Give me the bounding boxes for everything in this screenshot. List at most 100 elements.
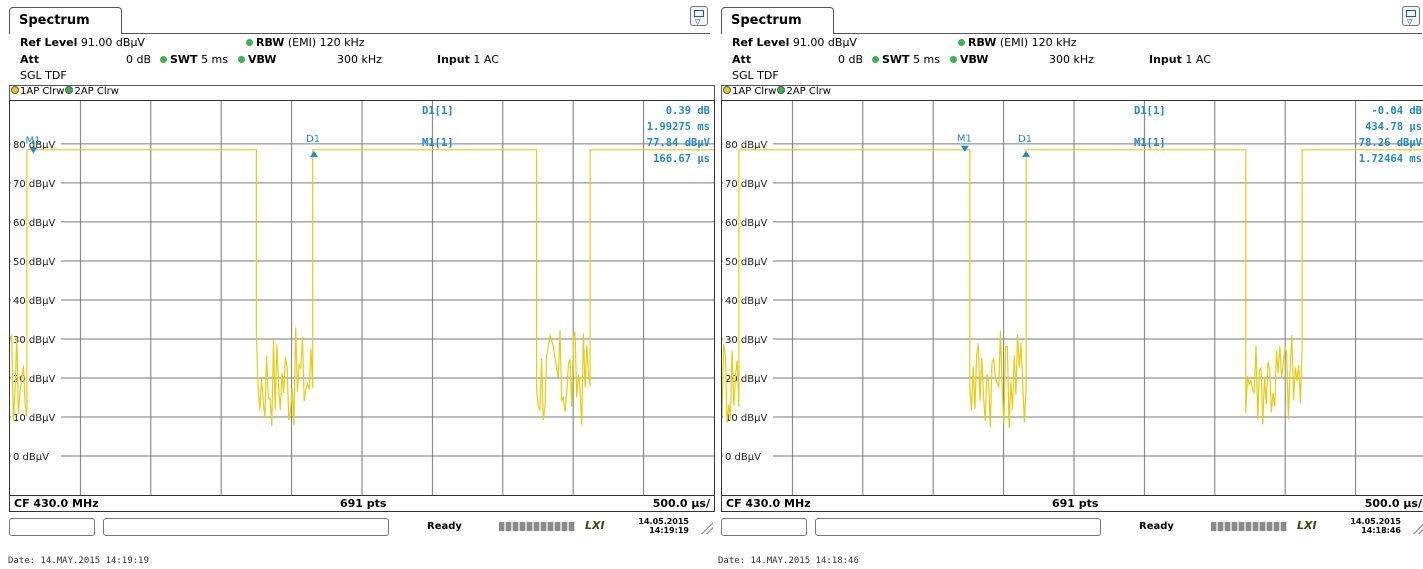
y-tick-label: 60 dBµV <box>13 218 55 229</box>
marker-d1-label: D1 <box>306 134 320 145</box>
marker-d1-icon <box>1022 150 1031 157</box>
status-bar: Ready LXI 14.05.2015 14:19:19 <box>9 516 715 538</box>
center-frequency: CF 430.0 MHz <box>14 497 99 510</box>
spectrum-panel-right: Spectrum ▽ Ref Level 91.00 dBµV RBW (EMI… <box>712 0 1423 569</box>
ready-status: Ready <box>1139 521 1174 532</box>
tab-spectrum[interactable]: Spectrum <box>721 7 834 34</box>
graph-footer: CF 430.0 MHz 691 pts 500.0 µs/ <box>721 496 1423 512</box>
sweep-mode: SGL TDF <box>20 69 67 82</box>
tick-label-bg <box>11 332 61 345</box>
display-config-icon[interactable]: ▽ <box>690 6 708 26</box>
tab-spectrum[interactable]: Spectrum <box>9 7 122 34</box>
tab-divider <box>721 33 1422 34</box>
status-field-1[interactable] <box>721 518 807 536</box>
tick-label-bg <box>723 410 773 423</box>
y-tick-label: 30 dBµV <box>725 335 767 346</box>
display-config-icon[interactable]: ▽ <box>1402 6 1420 26</box>
y-tick-label: 10 dBµV <box>725 413 767 424</box>
coupled-dot-icon <box>246 39 253 46</box>
print-datestamp: Date: 14.MAY.2015 14:18:46 <box>718 556 859 566</box>
time-per-division: 500.0 µs/ <box>652 497 710 510</box>
marker-m1-label: M1 <box>25 135 40 146</box>
marker-table-m1-name: M1[1] <box>422 137 454 149</box>
sweep-mode: SGL TDF <box>732 69 779 82</box>
marker-d1-icon <box>310 150 319 157</box>
tick-label-bg <box>11 449 61 462</box>
att-value: 0 dB <box>126 53 152 66</box>
marker-table-d1-value1: -0.04 dB <box>1371 105 1422 117</box>
trace2-label: 2AP Clrw <box>786 86 831 97</box>
trace1-label: 1AP Clrw <box>20 86 65 97</box>
att-label: Att <box>20 53 40 66</box>
ready-status: Ready <box>427 521 462 532</box>
y-tick-label: 80 dBµV <box>13 140 55 151</box>
tick-label-bg <box>11 176 61 189</box>
y-tick-label: 30 dBµV <box>13 335 55 346</box>
trace2-dot-icon <box>777 86 786 94</box>
swt: SWT 5 ms <box>872 53 940 66</box>
progress-bars-icon <box>1211 522 1287 531</box>
tick-label-bg <box>723 215 773 228</box>
resize-grip-icon[interactable] <box>701 522 713 534</box>
tick-label-bg <box>723 137 773 150</box>
marker-table-m1-value2: 1.72464 ms <box>1358 153 1422 165</box>
input: Input 1 AC <box>1149 53 1211 66</box>
tick-label-bg <box>723 176 773 189</box>
trace-line <box>10 149 714 426</box>
ref-level: Ref Level 91.00 dBµV <box>20 36 145 49</box>
trace-plot: 80 dBµV 70 dBµV 60 dBµV 50 dBµV 40 dBµV 30 dB… <box>10 101 714 495</box>
y-tick-label: 0 dBµV <box>13 452 49 463</box>
spectrum-graph[interactable]: 80 dBµV 70 dBµV 60 dBµV 50 dBµV 40 dBµV 30 dB… <box>9 100 715 496</box>
vbw-value: 300 kHz <box>337 53 382 66</box>
marker-table-d1-value2: 434.78 µs <box>1365 121 1422 133</box>
status-datetime: 14.05.2015 14:18:46 <box>1350 517 1401 535</box>
status-field-2[interactable] <box>815 518 1101 536</box>
marker-table-d1-name: D1[1] <box>1134 105 1166 117</box>
trace-line <box>722 149 1423 428</box>
trace2-label: 2AP Clrw <box>74 86 119 97</box>
marker-m1-icon <box>960 145 969 152</box>
rbw: RBW (EMI) 120 kHz <box>958 36 1077 49</box>
y-tick-label: 70 dBµV <box>13 179 55 190</box>
y-tick-label: 60 dBµV <box>725 218 767 229</box>
vbw-value: 300 kHz <box>1049 53 1094 66</box>
ref-level: Ref Level 91.00 dBµV <box>732 36 857 49</box>
marker-table-m1-value2: 166.67 µs <box>653 153 710 165</box>
lxi-logo-icon: LXI <box>1297 519 1317 532</box>
marker-table-m1-value1: 77.84 dBµV <box>646 137 710 149</box>
tick-label-bg <box>11 410 61 423</box>
tick-label-bg <box>723 449 773 462</box>
rbw: RBW (EMI) 120 kHz <box>246 36 365 49</box>
status-field-1[interactable] <box>9 518 95 536</box>
progress-bars-icon <box>499 522 575 531</box>
marker-table-m1-name: M1[1] <box>1134 137 1166 149</box>
graph-footer: CF 430.0 MHz 691 pts 500.0 µs/ <box>9 496 715 512</box>
time-per-division: 500.0 µs/ <box>1364 497 1422 510</box>
y-tick-label: 50 dBµV <box>725 257 767 268</box>
vbw: VBW <box>238 53 276 66</box>
center-frequency: CF 430.0 MHz <box>726 497 811 510</box>
status-field-2[interactable] <box>103 518 389 536</box>
marker-m1-icon <box>29 147 38 154</box>
tick-label-bg <box>723 332 773 345</box>
trace-info-bar: 1AP Clrw 2AP Clrw <box>721 85 1423 100</box>
coupled-dot-icon <box>872 56 879 63</box>
tick-label-bg <box>11 137 61 150</box>
trace1-label: 1AP Clrw <box>732 86 777 97</box>
marker-table-d1-value1: 0.39 dB <box>665 105 710 117</box>
tab-divider <box>9 33 710 34</box>
y-tick-label: 50 dBµV <box>13 257 55 268</box>
status-bar: Ready LXI 14.05.2015 14:18:46 <box>721 516 1423 538</box>
sweep-points: 691 pts <box>340 497 387 510</box>
y-tick-label: 10 dBµV <box>13 413 55 424</box>
marker-table-m1-value1: 78.26 dBµV <box>1358 137 1422 149</box>
tick-label-bg <box>11 254 61 267</box>
y-tick-label: 40 dBµV <box>725 296 767 307</box>
marker-table-d1-name: D1[1] <box>422 105 454 117</box>
marker-d1-label: D1 <box>1018 134 1032 145</box>
y-tick-label: 80 dBµV <box>725 140 767 151</box>
marker-table-d1-value2: 1.99275 ms <box>646 121 710 133</box>
spectrum-graph[interactable]: 80 dBµV 70 dBµV 60 dBµV 50 dBµV 40 dBµV 30 dB… <box>721 100 1423 496</box>
resize-grip-icon[interactable] <box>1413 522 1423 534</box>
trace-info-bar: 1AP Clrw 2AP Clrw <box>9 85 715 100</box>
